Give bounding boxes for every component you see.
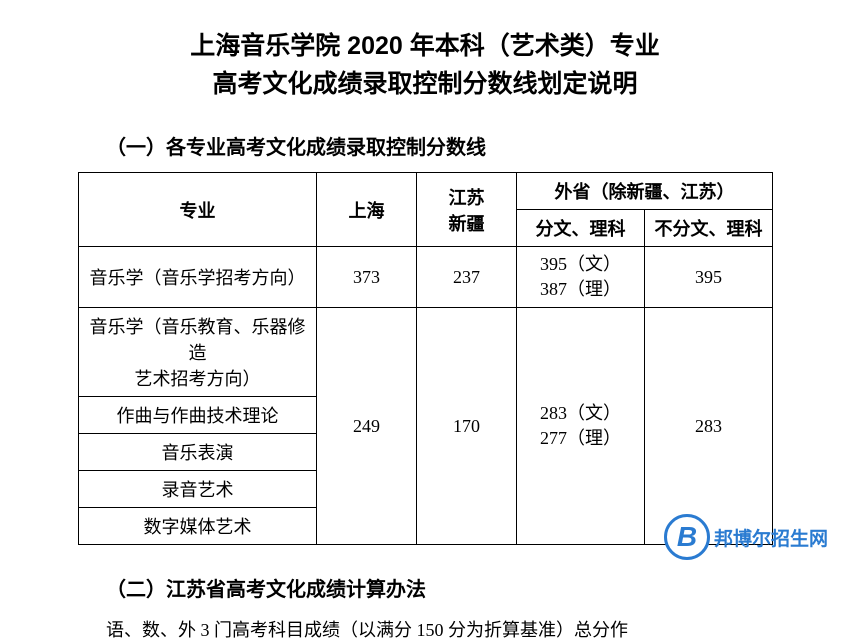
cell-major: 音乐学（音乐教育、乐器修造 艺术招考方向） (79, 308, 317, 397)
cell-split-l2: 387（理） (519, 277, 642, 302)
th-jsxj-l2: 新疆 (419, 210, 514, 236)
cell-jsxj: 237 (417, 247, 517, 308)
title-line-1: 上海音乐学院 2020 年本科（艺术类）专业 (78, 28, 772, 66)
watermark-text: 邦博尔招生网 (714, 524, 828, 551)
cell-major: 作曲与作曲技术理论 (79, 397, 317, 434)
watermark: B 邦博尔招生网 (664, 514, 828, 560)
th-jiangsu-xinjiang: 江苏 新疆 (417, 173, 517, 247)
document-title: 上海音乐学院 2020 年本科（艺术类）专业 高考文化成绩录取控制分数线划定说明 (78, 28, 772, 103)
cell-major: 数字媒体艺术 (79, 508, 317, 545)
table-row: 音乐学（音乐学招考方向） 373 237 395（文） 387（理） 395 (79, 247, 773, 308)
cell-major: 音乐学（音乐学招考方向） (79, 247, 317, 308)
cell-major: 录音艺术 (79, 471, 317, 508)
section-1-heading: （一）各专业高考文化成绩录取控制分数线 (78, 131, 772, 160)
watermark-letter: B (677, 523, 697, 551)
cell-nosplit: 395 (645, 247, 773, 308)
th-other-provinces: 外省（除新疆、江苏） (517, 173, 773, 210)
cell-split: 395（文） 387（理） (517, 247, 645, 308)
cell-sh-group: 249 (317, 308, 417, 545)
cell-jsxj-group: 170 (417, 308, 517, 545)
th-major: 专业 (79, 173, 317, 247)
title-line-2: 高考文化成绩录取控制分数线划定说明 (78, 66, 772, 104)
cell-sh: 373 (317, 247, 417, 308)
th-shanghai: 上海 (317, 173, 417, 247)
cell-major-l2: 艺术招考方向） (81, 365, 314, 391)
th-nosplit: 不分文、理科 (645, 210, 773, 247)
cell-split-l2: 277（理） (519, 426, 642, 451)
table-header-row: 专业 上海 江苏 新疆 外省（除新疆、江苏） (79, 173, 773, 210)
watermark-logo: B (664, 514, 710, 560)
score-table: 专业 上海 江苏 新疆 外省（除新疆、江苏） 分文、理科 不分文、理科 音乐学（… (78, 172, 773, 545)
section-2-heading: （二）江苏省高考文化成绩计算办法 (78, 573, 772, 602)
cell-split-l1: 283（文） (519, 401, 642, 426)
cell-major: 音乐表演 (79, 434, 317, 471)
cell-split-group: 283（文） 277（理） (517, 308, 645, 545)
body-paragraph: 语、数、外 3 门高考科目成绩（以满分 150 分为折算基准）总分作 (78, 616, 772, 642)
table-row: 音乐学（音乐教育、乐器修造 艺术招考方向） 249 170 283（文） 277… (79, 308, 773, 397)
th-split: 分文、理科 (517, 210, 645, 247)
cell-nosplit-group: 283 (645, 308, 773, 545)
th-jsxj-l1: 江苏 (419, 184, 514, 210)
cell-split-l1: 395（文） (519, 252, 642, 277)
cell-major-l1: 音乐学（音乐教育、乐器修造 (81, 313, 314, 365)
